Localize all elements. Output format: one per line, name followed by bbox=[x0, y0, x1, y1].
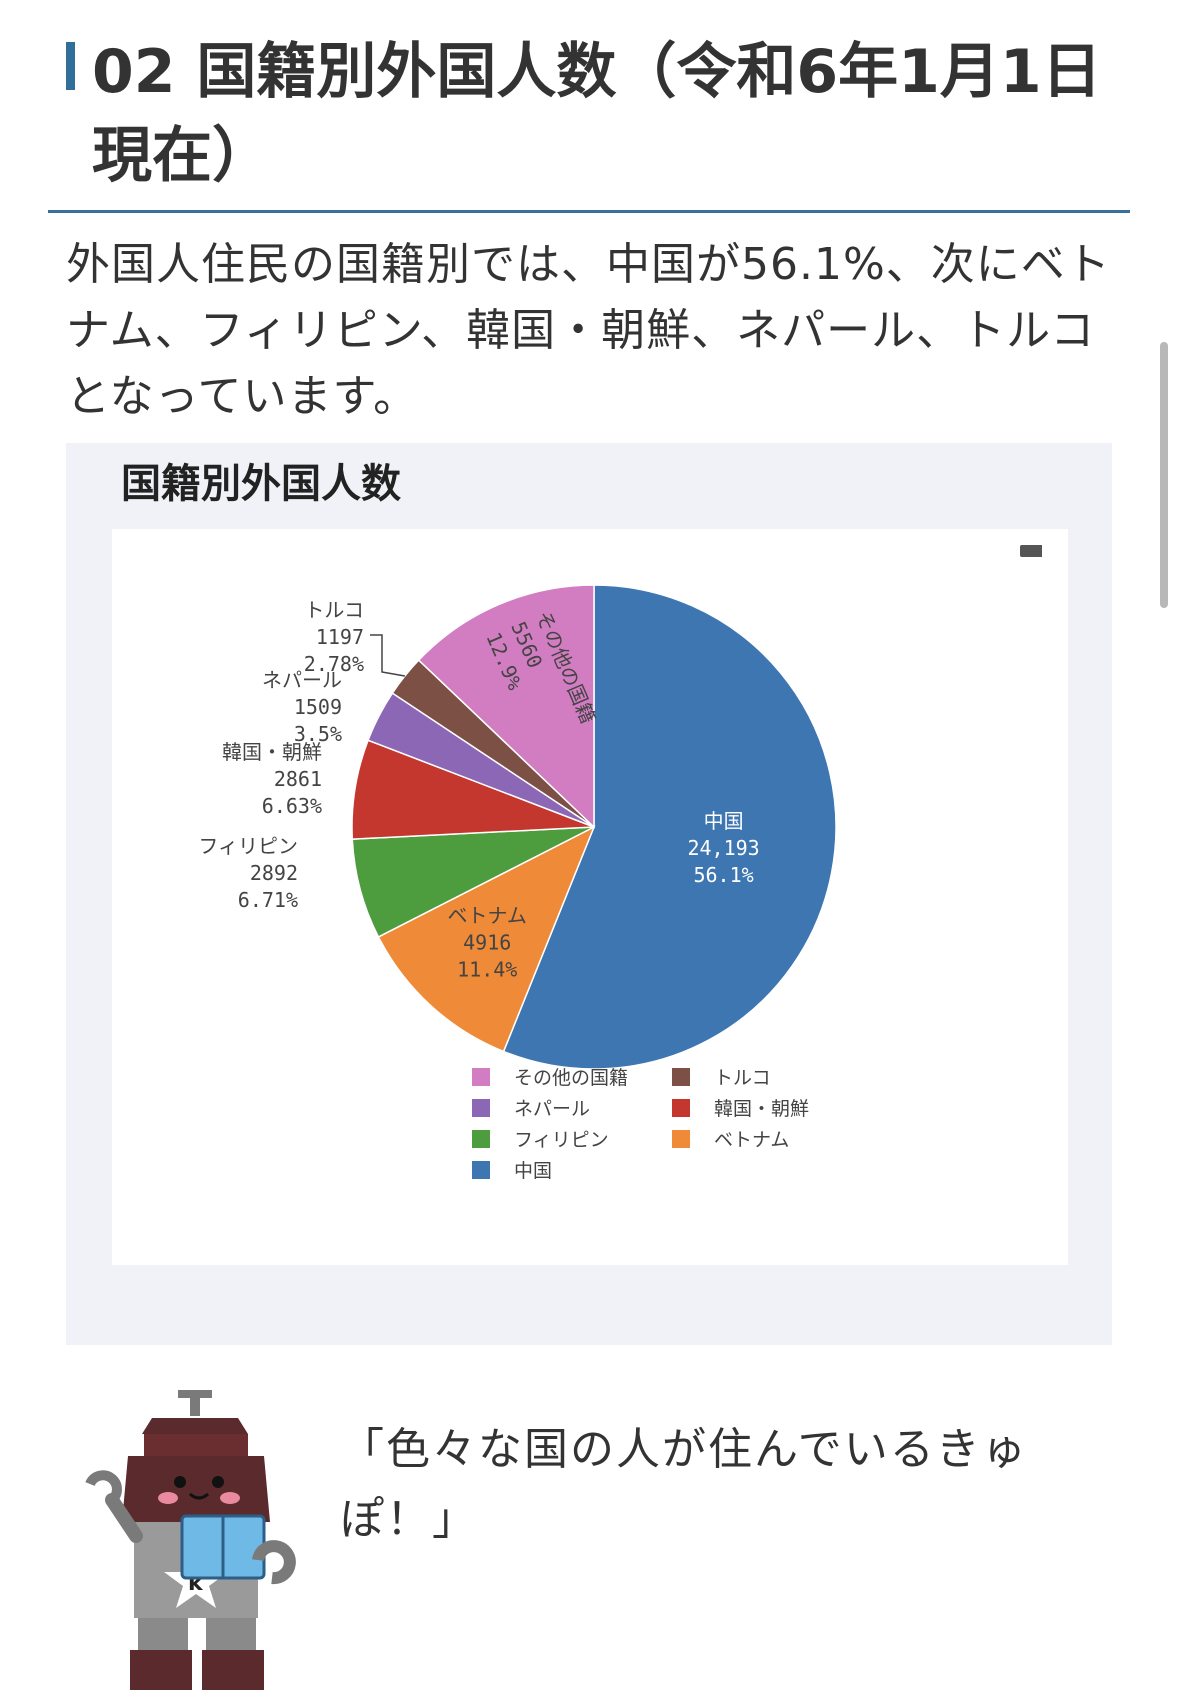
slice-label-china: 中国 24,193 56.1% bbox=[687, 809, 759, 887]
slice-label-5-line: 1197 bbox=[316, 625, 364, 649]
slice-label-5: トルコ 1197 2.78% bbox=[304, 598, 364, 676]
legend-swatch[interactable] bbox=[672, 1099, 690, 1117]
slice-label-2: フィリピン 2892 6.71% bbox=[198, 834, 298, 912]
slice-label-2-line: フィリピン bbox=[198, 834, 298, 858]
slice-label-china-line: 中国 bbox=[704, 809, 744, 833]
pie-slice[interactable] bbox=[417, 584, 595, 829]
slice-label-vietnam-line: 4916 bbox=[463, 930, 511, 954]
legend-swatch[interactable] bbox=[472, 1068, 490, 1086]
legend-swatch[interactable] bbox=[672, 1068, 690, 1086]
page-scrollbar[interactable] bbox=[1160, 342, 1168, 608]
chart-menu-icon[interactable] bbox=[1020, 545, 1042, 557]
mascot-speech: 「色々な国の人が住んでいるきゅぽ！」 bbox=[340, 1424, 1028, 1545]
pie-chart: 中国 24,193 56.1% ベトナム 4916 11.4% フィリピン 2892 6.71%… bbox=[198, 584, 837, 1182]
section-heading: 02 国籍別外国人数（令和6年1月1日現在） bbox=[66, 30, 1126, 198]
slice-label-vietnam-line: ベトナム bbox=[448, 903, 527, 927]
slice-label-5-line: 2.78% bbox=[304, 652, 364, 676]
pie-slice[interactable] bbox=[377, 825, 596, 1053]
slice-label-china-line: 56.1% bbox=[693, 863, 753, 887]
slice-label-4-line: 3.5% bbox=[294, 722, 342, 746]
slice-label-2-line: 6.71% bbox=[238, 888, 298, 912]
legend-label[interactable]: トルコ bbox=[714, 1067, 771, 1089]
legend-label[interactable]: ベトナム bbox=[714, 1129, 789, 1151]
slice-label-china-line: 24,193 bbox=[687, 836, 759, 860]
slice-label-vietnam-line: 11.4% bbox=[457, 957, 517, 981]
pie-slice[interactable] bbox=[502, 584, 837, 1070]
heading-divider bbox=[48, 210, 1130, 213]
slice-label-2-line: 2892 bbox=[250, 861, 298, 885]
legend-swatch[interactable] bbox=[672, 1130, 690, 1148]
mascot-illustration: k bbox=[72, 1390, 312, 1694]
slice-label-5-line: トルコ bbox=[304, 598, 364, 622]
legend-label[interactable]: ネパール bbox=[514, 1098, 590, 1120]
section-heading-text: 02 国籍別外国人数（令和6年1月1日現在） bbox=[92, 37, 1102, 191]
slice-label-3-line: 6.63% bbox=[262, 794, 322, 818]
legend-label[interactable]: フィリピン bbox=[514, 1129, 609, 1151]
mascot-robot-icon: k bbox=[85, 1390, 296, 1690]
legend-swatch[interactable] bbox=[472, 1130, 490, 1148]
slice-label-3-line: 2861 bbox=[274, 767, 322, 791]
chart-title: 国籍別外国人数 bbox=[121, 461, 401, 507]
slice-label-vietnam: ベトナム 4916 11.4% bbox=[448, 903, 527, 981]
legend-label[interactable]: その他の国籍 bbox=[514, 1067, 628, 1089]
slice-label-4-line: ネパール bbox=[262, 668, 342, 692]
intro-paragraph: 外国人住民の国籍別では、中国が56.1%、次にベトナム、フィリピン、韓国・朝鮮、… bbox=[66, 239, 1111, 422]
slice-label-4: ネパール 1509 3.5% bbox=[262, 668, 342, 746]
legend-swatch[interactable] bbox=[472, 1099, 490, 1117]
slice-label-3: 韓国・朝鮮 2861 6.63% bbox=[222, 740, 322, 818]
turkey-leader-line bbox=[370, 634, 405, 677]
legend-label[interactable]: 中国 bbox=[514, 1160, 552, 1182]
legend-swatch[interactable] bbox=[472, 1161, 490, 1179]
chart-box: 中国 24,193 56.1% ベトナム 4916 11.4% フィリピン 2892 6.71%… bbox=[112, 529, 1068, 1265]
chart-panel: 国籍別外国人数 中国 24,193 56.1% ベトナム 4916 11.4% フィリピン 2… bbox=[66, 443, 1112, 1345]
slice-label-4-line: 1509 bbox=[294, 695, 342, 719]
legend-label[interactable]: 韓国・朝鮮 bbox=[714, 1098, 809, 1120]
slice-label-3-line: 韓国・朝鮮 bbox=[222, 740, 322, 764]
heading-accent-bar bbox=[66, 42, 75, 90]
